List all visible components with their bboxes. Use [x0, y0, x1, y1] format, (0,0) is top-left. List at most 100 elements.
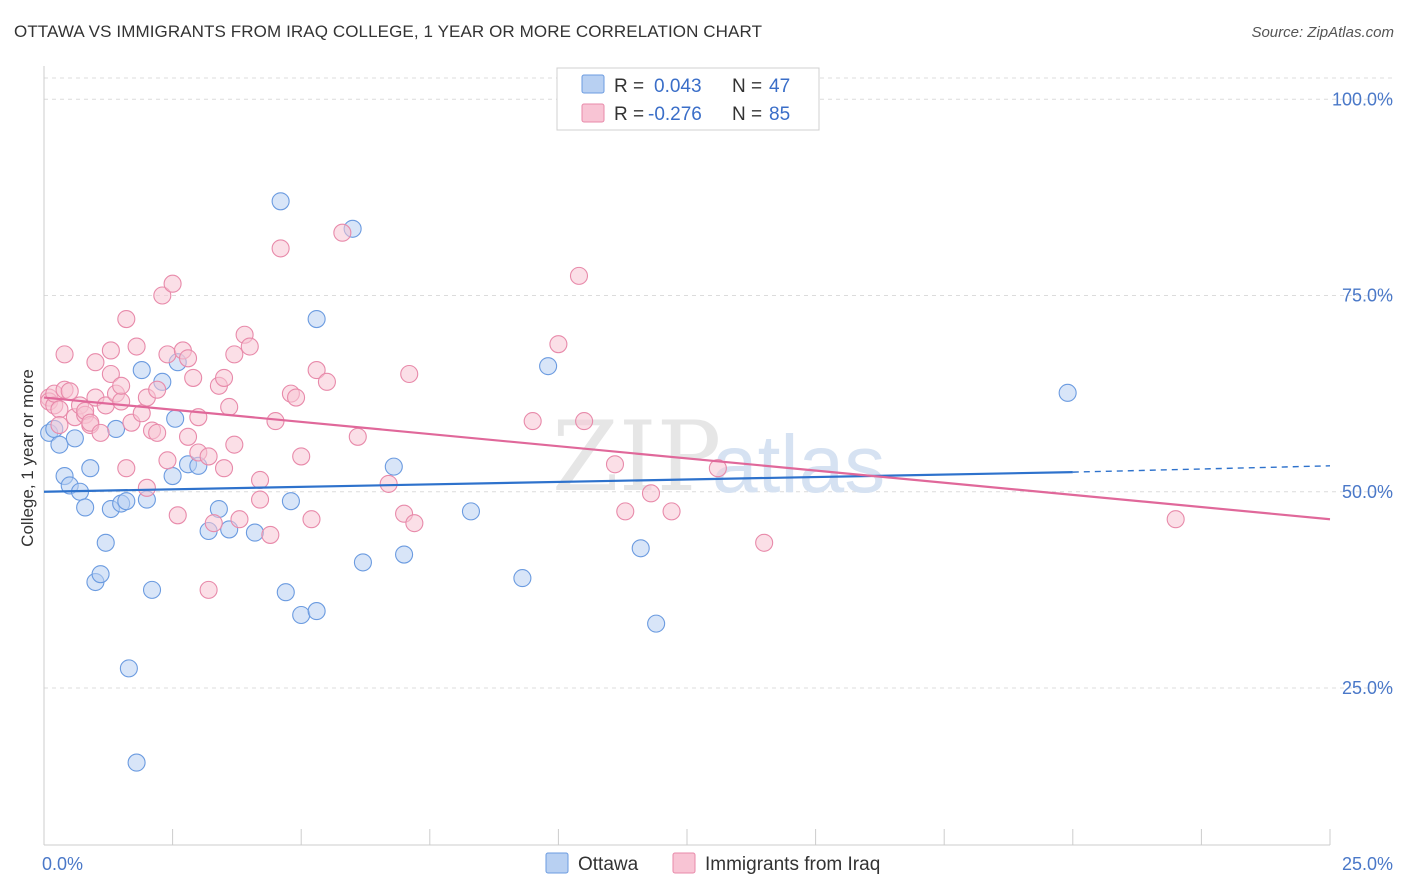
chart-title: OTTAWA VS IMMIGRANTS FROM IRAQ COLLEGE, …	[14, 22, 763, 41]
point-iraq-81	[662, 502, 681, 521]
legend-r-label-ottawa: R =	[614, 76, 644, 97]
legend-n-label-ottawa: N =	[732, 76, 762, 97]
point-ottawa-8	[81, 459, 100, 478]
point-iraq-56	[240, 337, 259, 356]
point-ottawa-32	[276, 583, 295, 602]
axes	[43, 66, 1331, 846]
point-iraq-36	[158, 451, 177, 470]
point-iraq-33	[148, 380, 167, 399]
point-ottawa-13	[106, 419, 126, 439]
point-iraq-17	[91, 423, 110, 442]
y-tick-label-1: 50.0%	[1342, 482, 1393, 502]
point-iraq-61	[271, 239, 290, 258]
point-iraq-42	[184, 368, 203, 387]
point-iraq-45	[199, 447, 218, 466]
legend-n-value-iraq: 85	[769, 104, 790, 125]
point-ottawa-33	[281, 492, 300, 511]
point-ottawa-5	[65, 429, 84, 448]
point-ottawa-23	[166, 409, 185, 428]
point-ottawa-42	[513, 569, 532, 588]
point-iraq-67	[317, 372, 336, 391]
point-ottawa-20	[142, 580, 162, 599]
point-iraq-57	[250, 470, 270, 490]
point-ottawa-36	[307, 309, 326, 329]
point-iraq-46	[199, 580, 218, 599]
point-ottawa-7	[76, 498, 95, 517]
point-iraq-80	[641, 484, 661, 503]
point-ottawa-16	[119, 659, 138, 678]
legend-r-value-iraq: -0.276	[648, 104, 702, 125]
point-ottawa-38	[353, 553, 372, 572]
point-iraq-41	[178, 427, 198, 446]
point-ottawa-31	[271, 192, 290, 211]
point-iraq-16	[86, 353, 105, 372]
point-ottawa-22	[163, 466, 182, 486]
point-iraq-82	[708, 459, 727, 478]
point-iraq-34	[153, 286, 172, 305]
point-iraq-58	[250, 490, 270, 509]
series-legend-label-ottawa: Ottawa	[578, 854, 639, 875]
trend-line-iraq	[43, 396, 1331, 521]
point-iraq-5	[50, 415, 69, 435]
point-iraq-76	[569, 266, 589, 285]
point-ottawa-18	[132, 361, 151, 380]
point-ottawa-15	[117, 492, 136, 511]
source-credit: Source: ZipAtlas.com	[1251, 24, 1394, 41]
series-legend-swatch-iraq	[672, 852, 696, 874]
point-iraq-27	[127, 337, 146, 356]
series-legend-label-iraq: Immigrants from Iraq	[705, 854, 880, 875]
point-iraq-79	[616, 502, 635, 521]
point-iraq-47	[204, 514, 223, 533]
point-ottawa-44	[631, 539, 650, 558]
point-ottawa-17	[127, 753, 146, 772]
point-iraq-51	[220, 397, 239, 417]
point-iraq-72	[400, 364, 419, 384]
point-iraq-59	[261, 525, 280, 544]
point-ottawa-39	[384, 457, 403, 476]
point-iraq-66	[307, 361, 326, 380]
point-iraq-53	[225, 345, 244, 364]
point-iraq-73	[405, 514, 424, 533]
point-iraq-74	[523, 412, 542, 431]
legend-r-label-iraq: R =	[614, 104, 644, 125]
point-iraq-40	[178, 349, 198, 368]
y-axis-label: College, 1 year or more	[18, 369, 37, 547]
point-iraq-69	[348, 427, 367, 446]
x-tick-label-0: 0.0%	[42, 854, 83, 874]
point-iraq-54	[230, 510, 249, 529]
point-ottawa-11	[96, 533, 115, 552]
trend-line-ottawa-extension	[1072, 465, 1331, 473]
y-tick-labels: 25.0% 50.0% 75.0% 100.0%	[1332, 89, 1393, 698]
watermark-atlas: atlas	[712, 419, 885, 510]
point-iraq-50	[214, 459, 234, 478]
point-iraq-68	[333, 223, 352, 242]
x-tick-labels: 0.0% 25.0%	[42, 854, 1393, 874]
point-ottawa-10	[91, 565, 110, 584]
y-tick-label-3: 100.0%	[1332, 89, 1393, 109]
point-ottawa-41	[461, 502, 481, 521]
legend-n-label-iraq: N =	[732, 104, 762, 125]
point-iraq-65	[302, 510, 321, 529]
point-iraq-84	[1166, 510, 1185, 529]
point-iraq-77	[575, 412, 594, 431]
legend-r-value-ottawa: 0.043	[654, 76, 702, 97]
series-legend-swatch-ottawa	[545, 852, 569, 874]
point-iraq-8	[60, 382, 79, 401]
point-iraq-83	[755, 533, 774, 552]
point-iraq-49	[214, 368, 234, 387]
point-ottawa-34	[292, 605, 311, 625]
data-points	[40, 192, 1185, 772]
watermark: ZIP atlas	[552, 401, 885, 513]
gridlines	[44, 77, 1394, 689]
point-iraq-22	[112, 392, 131, 411]
point-iraq-37	[163, 274, 182, 293]
y-tick-label-2: 75.0%	[1342, 286, 1393, 306]
point-iraq-35	[158, 345, 177, 364]
trend-lines	[43, 396, 1331, 521]
point-iraq-38	[168, 506, 187, 525]
point-ottawa-43	[539, 357, 558, 376]
point-ottawa-45	[647, 614, 666, 633]
point-iraq-78	[605, 455, 625, 474]
point-iraq-23	[112, 376, 131, 395]
